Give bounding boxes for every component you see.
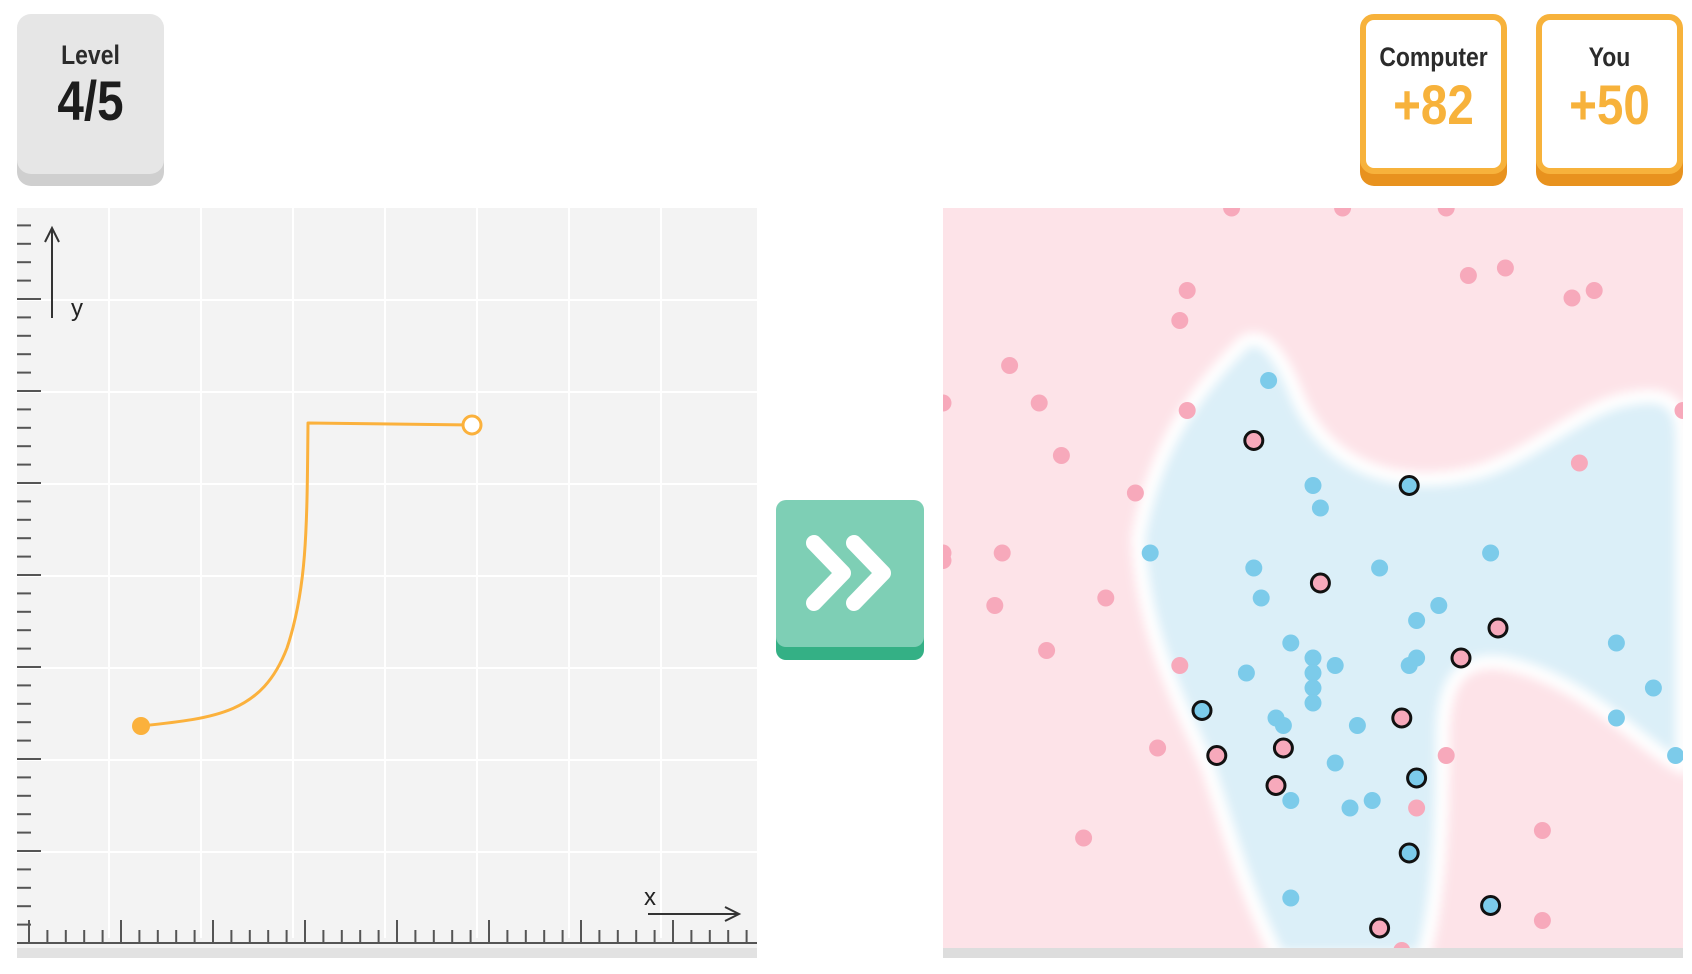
graph-gridlines [17, 208, 757, 938]
next-button[interactable] [776, 500, 924, 647]
pink-data-point [1674, 402, 1683, 419]
blue-data-point [1607, 709, 1625, 727]
x-axis-arrow [648, 906, 742, 922]
blue-test-point [1398, 475, 1420, 496]
pink-data-point [1030, 394, 1048, 412]
pink-test-point [1369, 917, 1391, 939]
y-axis-label: y [71, 295, 83, 322]
blue-data-point [1482, 544, 1500, 562]
pink-data-point [1437, 747, 1455, 764]
pink-data-point [1533, 822, 1551, 839]
pink-test-point [1243, 430, 1265, 451]
pink-data-point [1038, 642, 1056, 659]
curve-end-handle[interactable] [461, 414, 483, 436]
graph-axis-rulers [17, 224, 757, 958]
blue-data-point [1304, 679, 1322, 697]
blue-test-point [1480, 895, 1502, 916]
pink-test-point [1391, 707, 1413, 729]
blue-data-point [1304, 477, 1322, 494]
pink-data-point [943, 394, 952, 412]
classification-plot [943, 208, 1683, 958]
blue-data-point [1430, 597, 1448, 614]
pink-data-point [1570, 454, 1588, 472]
blue-test-point [1398, 842, 1420, 864]
level-value: 4/5 [57, 69, 124, 132]
pink-data-point [1097, 589, 1115, 607]
blue-data-point [1252, 589, 1270, 607]
pink-data-point [1001, 357, 1019, 374]
blue-data-point [1363, 792, 1381, 809]
drawing-graph-panel[interactable]: y x [17, 208, 757, 958]
blue-data-point [1282, 634, 1300, 652]
pink-data-point [1334, 208, 1352, 217]
blue-data-point [1304, 649, 1322, 667]
player-score-value: +50 [1569, 73, 1650, 136]
blue-data-point [1371, 559, 1389, 577]
double-chevron-right-icon [806, 535, 891, 611]
pink-data-point [1178, 282, 1196, 299]
computer-score-label: Computer [1379, 42, 1488, 72]
pink-data-point [1585, 282, 1603, 299]
graph-background [17, 208, 757, 958]
pink-data-point [1171, 312, 1189, 329]
pink-data-point [1459, 267, 1477, 284]
blue-data-point [1667, 747, 1683, 764]
pink-test-point [1206, 745, 1228, 766]
pink-data-point [986, 597, 1004, 614]
blue-data-point [1326, 657, 1344, 674]
pink-test-point [1265, 775, 1287, 796]
blue-data-point [1237, 664, 1255, 682]
pink-data-point [1408, 799, 1426, 817]
pink-data-point [1496, 259, 1514, 277]
level-label: Level [61, 40, 120, 70]
drawn-curve [139, 421, 474, 728]
pink-data-point [1171, 657, 1189, 674]
blue-data-point [1304, 694, 1322, 712]
y-axis-arrow [44, 225, 60, 318]
pink-data-point [1126, 484, 1144, 502]
pink-data-point [1563, 289, 1581, 307]
blue-data-point [1348, 717, 1366, 734]
computer-score-value: +82 [1393, 73, 1474, 136]
player-score-card: You +50 [1536, 14, 1683, 174]
blue-data-point [1245, 559, 1263, 577]
blue-data-point [1282, 889, 1300, 907]
player-score-label: You [1588, 42, 1631, 72]
pink-data-point [943, 552, 952, 569]
blue-data-point [1408, 649, 1426, 667]
level-indicator: Level 4/5 [17, 14, 164, 174]
x-axis-label: x [644, 884, 656, 911]
pink-test-point [1450, 647, 1472, 669]
pink-data-point [1075, 829, 1093, 847]
blue-test-point [1406, 767, 1428, 789]
blue-data-point [1644, 679, 1662, 697]
blue-data-point [1341, 799, 1359, 817]
graph-bottom-bar [17, 948, 757, 958]
blue-test-point [1191, 700, 1213, 721]
pink-data-point [1052, 447, 1070, 464]
pink-data-point [1223, 208, 1241, 217]
blue-data-point [1282, 792, 1300, 809]
blue-data-point [1141, 544, 1159, 562]
blue-data-point [1607, 634, 1625, 652]
pink-test-point [1487, 617, 1509, 639]
blue-data-point [1260, 372, 1278, 389]
curve-start-point[interactable] [132, 717, 150, 735]
pink-data-point [1437, 208, 1455, 217]
pink-data-point [993, 544, 1011, 562]
computer-score-card: Computer +82 [1360, 14, 1507, 174]
blue-data-point [1326, 754, 1344, 772]
pink-test-point [1272, 737, 1294, 759]
blue-data-point [1311, 499, 1329, 517]
pink-test-point [1309, 572, 1331, 594]
blue-data-point [1408, 612, 1426, 629]
blue-data-point [1274, 717, 1292, 734]
data-points [943, 208, 1683, 958]
plot-bottom-bar [943, 948, 1683, 958]
pink-data-point [1178, 402, 1196, 419]
pink-data-point [1149, 739, 1167, 757]
blue-data-point [1304, 664, 1322, 682]
pink-data-point [1533, 912, 1551, 929]
